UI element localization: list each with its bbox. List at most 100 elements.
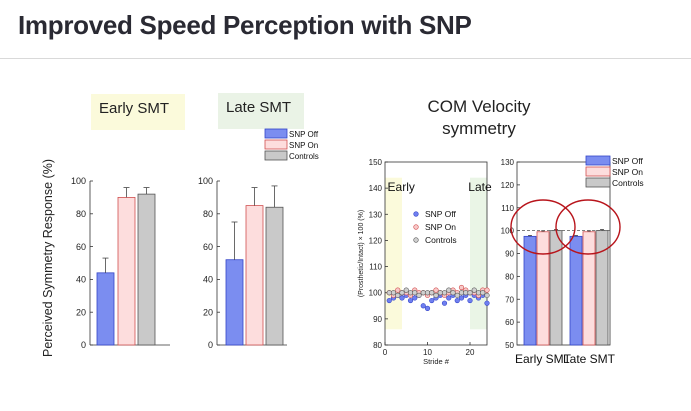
early-shade-label: Early xyxy=(388,180,415,194)
late-perception-y-tick-label: 0 xyxy=(208,340,213,350)
stride-y-tick-label: 100 xyxy=(369,289,383,298)
stride-point-2 xyxy=(458,290,465,296)
com-bar xyxy=(595,230,609,346)
com-title-line2: symmetry xyxy=(442,119,516,138)
stride-point-0 xyxy=(454,297,460,304)
stride-point-2 xyxy=(446,287,452,293)
late-perception-bar xyxy=(265,206,284,346)
stride-point-2 xyxy=(399,290,405,296)
stride-legend-marker-0 xyxy=(413,211,419,217)
stride-point-1 xyxy=(458,284,465,291)
stride-point-2 xyxy=(433,292,439,298)
stride-y-axis-label: (Prosthetic/Intact) × 100 (%) xyxy=(358,210,365,297)
stride-y-tick-label: 130 xyxy=(369,210,383,219)
stride-point-2 xyxy=(437,290,443,296)
stride-y-tick-label: 150 xyxy=(369,158,383,167)
stride-point-2 xyxy=(424,290,431,296)
stride-point-1 xyxy=(395,287,401,293)
stride-point-0 xyxy=(412,295,418,301)
com-y-tick-label: 70 xyxy=(505,295,514,304)
com-legend-swatch-2 xyxy=(585,177,611,188)
stride-point-0 xyxy=(399,295,405,301)
com-bar xyxy=(536,231,550,346)
stride-point-0 xyxy=(441,300,448,306)
com-legend-swatch-1 xyxy=(585,166,611,177)
stride-y-tick-label: 110 xyxy=(369,263,382,272)
com-y-tick-label: 120 xyxy=(501,181,515,190)
late-perception-y-tick-label: 100 xyxy=(198,176,213,186)
com-y-tick-label: 100 xyxy=(501,227,515,236)
late-perception-bar xyxy=(245,205,264,346)
stride-y-tick-label: 140 xyxy=(369,184,383,193)
late-shade-label: Late xyxy=(468,180,492,194)
perception-legend-swatch-2 xyxy=(264,150,288,161)
stride-x-tick-label: 0 xyxy=(383,348,388,357)
stride-point-2 xyxy=(395,292,401,298)
stride-point-2 xyxy=(416,292,422,298)
com-y-tick-label: 110 xyxy=(501,204,514,213)
late-perception-y-tick-label: 80 xyxy=(203,209,213,219)
com-legend-swatch-0 xyxy=(585,155,611,166)
early-perception-bar xyxy=(96,272,115,346)
com-y-tick-label: 130 xyxy=(501,158,515,167)
com-bar xyxy=(582,231,596,346)
com-y-tick-label: 80 xyxy=(505,272,514,281)
stride-point-2 xyxy=(484,292,490,298)
perception-legend-label: SNP Off xyxy=(289,130,319,139)
early-perception-bar xyxy=(137,193,156,346)
stride-point-0 xyxy=(429,297,435,304)
early-perception-y-tick-label: 60 xyxy=(76,242,86,252)
stride-plot-frame xyxy=(384,161,488,346)
perception-legend-swatch-1 xyxy=(264,139,288,150)
stride-point-2 xyxy=(429,290,435,296)
com-velocity-title: COM Velocity symmetry xyxy=(404,96,554,140)
stride-legend-label: Controls xyxy=(425,235,457,245)
com-title-line1: COM Velocity xyxy=(427,97,531,116)
stride-point-0 xyxy=(420,303,426,309)
com-legend-label: Controls xyxy=(612,178,644,188)
title-divider xyxy=(0,58,691,59)
early-perception-y-tick-label: 0 xyxy=(81,340,86,350)
stride-point-2 xyxy=(471,287,477,293)
stride-point-2 xyxy=(403,287,409,293)
com-category-label: Early SMT xyxy=(515,352,572,366)
com-legend-label: SNP Off xyxy=(612,156,644,166)
stride-x-tick-label: 10 xyxy=(423,348,432,357)
com-y-tick-label: 60 xyxy=(505,318,514,327)
stride-point-2 xyxy=(412,290,418,296)
stride-point-2 xyxy=(475,290,482,296)
com-y-tick-label: 90 xyxy=(505,250,514,259)
stride-point-2 xyxy=(386,290,392,296)
stride-point-0 xyxy=(386,297,392,304)
stride-legend-marker-1 xyxy=(413,224,419,230)
stride-point-2 xyxy=(467,290,473,296)
late-perception-bar xyxy=(225,259,244,346)
perception-y-axis-label: Perceived Symmetry Response (%) xyxy=(41,159,55,357)
stride-point-2 xyxy=(454,292,460,298)
late-perception-y-tick-label: 40 xyxy=(203,275,213,285)
perception-legend-label: Controls xyxy=(289,152,319,161)
stride-y-tick-label: 90 xyxy=(373,315,382,324)
early-shaded-region xyxy=(385,177,402,330)
com-y-tick-label: 50 xyxy=(505,341,514,350)
stride-legend-marker-2 xyxy=(413,237,419,243)
late-perception-y-tick-label: 60 xyxy=(203,242,213,252)
stride-point-2 xyxy=(390,290,397,296)
early-perception-bar xyxy=(117,196,136,346)
stride-point-1 xyxy=(433,287,439,293)
stride-point-0 xyxy=(446,295,452,301)
early-highlight-circle xyxy=(510,199,576,255)
early-perception-y-tick-label: 80 xyxy=(76,209,86,219)
late-highlight-circle xyxy=(555,199,621,255)
stride-point-1 xyxy=(484,287,490,293)
stride-point-0 xyxy=(467,297,473,304)
early-smt-tag: Early SMT xyxy=(91,94,185,130)
stride-point-2 xyxy=(450,290,456,296)
com-legend-label: SNP On xyxy=(612,167,643,177)
late-smt-tag: Late SMT xyxy=(218,93,304,129)
stride-point-0 xyxy=(484,300,490,306)
com-category-label: Late SMT xyxy=(563,352,616,366)
stride-point-2 xyxy=(420,290,426,296)
stride-y-tick-label: 120 xyxy=(369,236,383,245)
